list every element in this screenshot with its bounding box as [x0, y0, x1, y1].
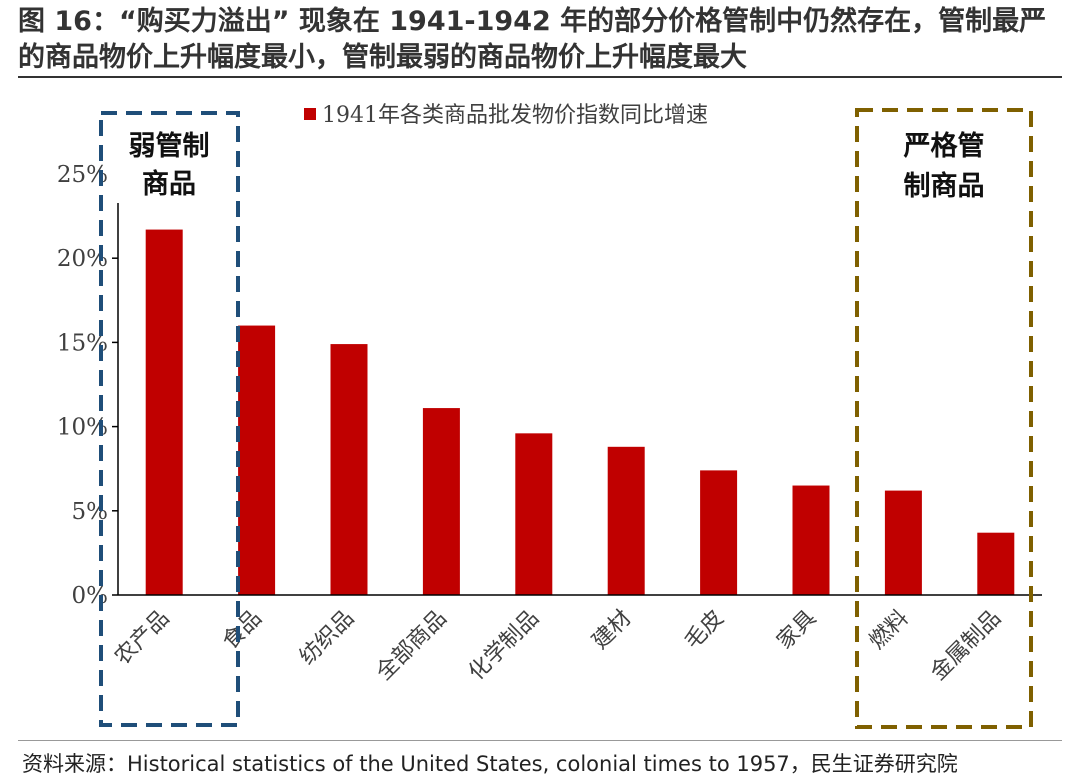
- bar: [422, 408, 460, 595]
- x-tick-label: 燃料: [865, 606, 914, 655]
- x-axis: 农产品 食品 纺织品 全部商品 化学制品 建材 毛皮 家具 燃料 金属制品: [110, 594, 1042, 686]
- bar: [700, 470, 738, 595]
- strict-control-label-line1: 严格管: [904, 131, 985, 162]
- source-note: 资料来源：Historical statistics of the United…: [22, 752, 958, 776]
- bar: [515, 433, 553, 595]
- x-tick-label: 纺织品: [295, 606, 359, 670]
- x-tick-label: 农产品: [110, 606, 174, 670]
- bar: [607, 446, 645, 595]
- bar: [884, 490, 922, 595]
- legend-label: 1941年各类商品批发物价指数同比增速: [322, 103, 708, 128]
- x-tick-label: 毛皮: [680, 606, 729, 655]
- x-tick-label: 金属制品: [926, 606, 1006, 686]
- weak-control-label-bg: [108, 119, 230, 203]
- weak-control-label-line1: 弱管制: [129, 131, 210, 162]
- bars: [145, 229, 1015, 595]
- x-tick-label: 化学制品: [464, 606, 544, 686]
- bar-chart: 1941年各类商品批发物价指数同比增速 0%5%10%15%20%25% 农产品…: [57, 103, 1042, 729]
- x-tick-label: 全部商品: [372, 606, 452, 686]
- strict-control-label-line2: 制商品: [904, 171, 985, 202]
- title-divider: [18, 76, 1062, 78]
- x-tick-label: 建材: [588, 606, 637, 655]
- source-divider: [18, 740, 1062, 741]
- bar: [145, 229, 183, 595]
- weak-control-label-line2: 商品: [142, 169, 196, 200]
- bar: [330, 344, 368, 595]
- y-axis: 0%5%10%15%20%25%: [57, 162, 119, 609]
- x-tick-label: 家具: [772, 606, 821, 655]
- bar: [792, 485, 830, 595]
- strict-control-box: [855, 108, 1033, 729]
- group-boxes: 弱管制 商品 严格管 制商品: [99, 108, 1033, 729]
- legend: 1941年各类商品批发物价指数同比增速: [304, 103, 708, 128]
- legend-swatch: [304, 108, 316, 120]
- bar: [977, 532, 1015, 595]
- x-tick-label: 食品: [218, 606, 267, 655]
- chart-title: 图 16：“购买力溢出” 现象在 1941-1942 年的部分价格管制中仍然存在…: [18, 6, 1047, 73]
- bar: [238, 325, 276, 595]
